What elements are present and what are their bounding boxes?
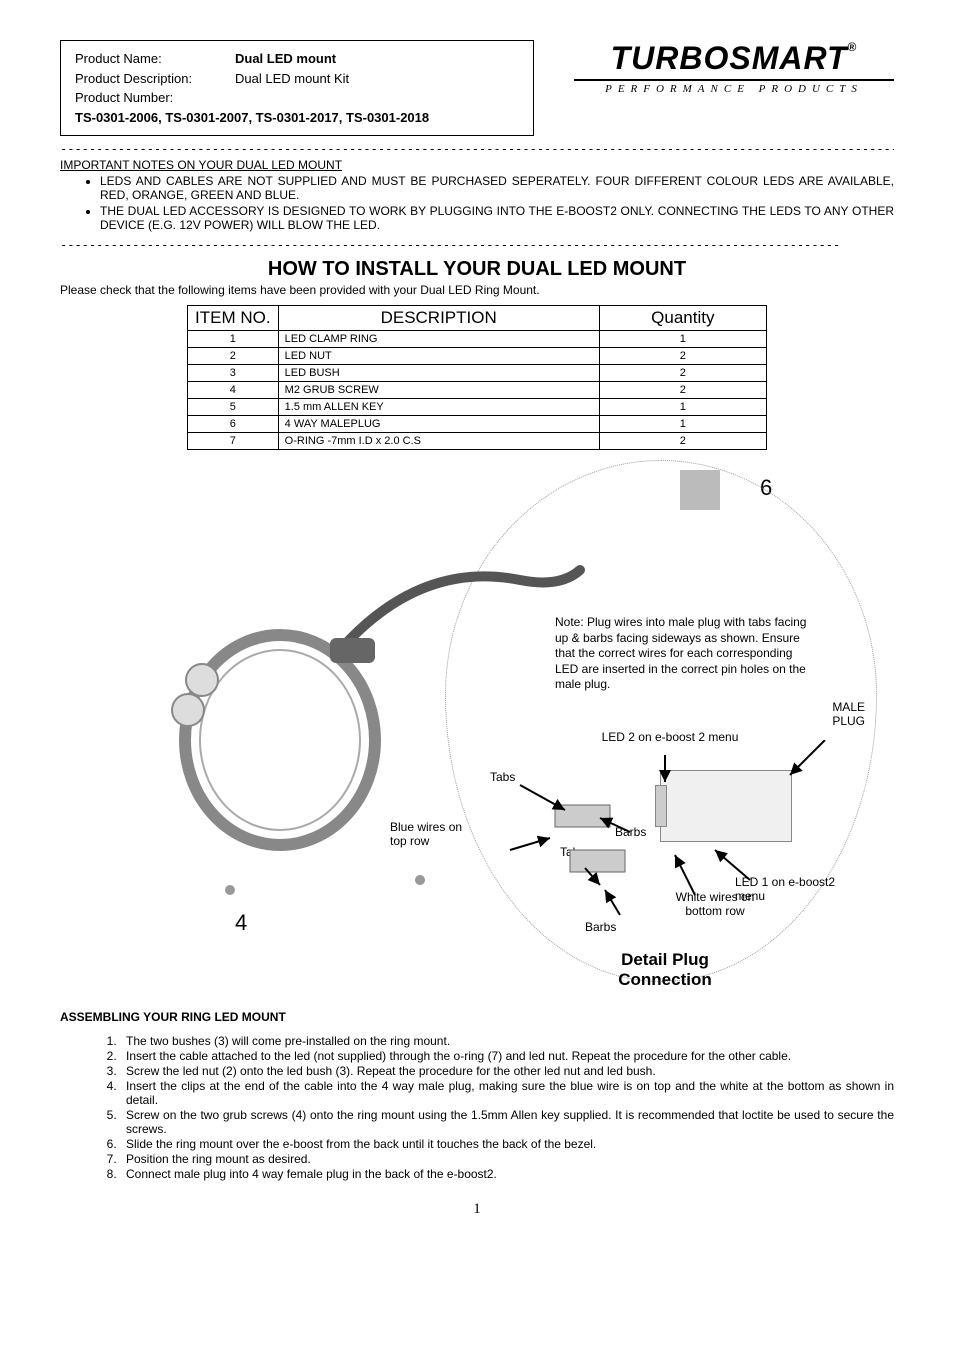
important-notes-heading: IMPORTANT NOTES ON YOUR DUAL LED MOUNT [60, 158, 894, 172]
step-item: Screw the led nut (2) onto the led bush … [120, 1064, 894, 1078]
bom-cell-qty: 2 [599, 348, 766, 365]
product-desc-label: Product Description: [75, 69, 235, 89]
step-item: Slide the ring mount over the e-boost fr… [120, 1137, 894, 1151]
label-barbs-2: Barbs [585, 920, 616, 934]
bom-cell-qty: 1 [599, 399, 766, 416]
table-row: 2LED NUT2 [188, 348, 767, 365]
bom-cell-desc: LED BUSH [278, 365, 599, 382]
note-item: THE DUAL LED ACCESSORY IS DESIGNED TO WO… [100, 204, 894, 232]
table-row: 3LED BUSH2 [188, 365, 767, 382]
bom-cell-no: 7 [188, 433, 279, 450]
important-notes-list: LEDS AND CABLES ARE NOT SUPPLIED AND MUS… [60, 174, 894, 232]
bom-cell-no: 2 [188, 348, 279, 365]
logo-brand: TURBOSMART [611, 40, 848, 76]
step-item: Screw on the two grub screws (4) onto th… [120, 1108, 894, 1136]
install-title: HOW TO INSTALL YOUR DUAL LED MOUNT [60, 258, 894, 281]
bom-cell-qty: 1 [599, 331, 766, 348]
table-row: 1LED CLAMP RING1 [188, 331, 767, 348]
logo-tagline: PERFORMANCE PRODUCTS [574, 83, 894, 95]
step-item: Position the ring mount as desired. [120, 1152, 894, 1166]
detail-plug-title: Detail Plug Connection [595, 950, 735, 990]
bom-cell-qty: 2 [599, 382, 766, 399]
bom-header-qty: Quantity [599, 306, 766, 331]
step-item: Insert the clips at the end of the cable… [120, 1079, 894, 1107]
table-row: 4M2 GRUB SCREW2 [188, 382, 767, 399]
label-male-plug: MALE PLUG [805, 700, 865, 728]
bom-cell-desc: 1.5 mm ALLEN KEY [278, 399, 599, 416]
table-row: 7O-RING -7mm I.D x 2.0 C.S2 [188, 433, 767, 450]
divider-line: ----------------------------------------… [60, 142, 894, 156]
label-blue-wires: Blue wires on top row [390, 820, 470, 848]
table-row: 51.5 mm ALLEN KEY1 [188, 399, 767, 416]
please-check-text: Please check that the following items ha… [60, 283, 894, 297]
header-row: Product Name: Dual LED mount Product Des… [60, 40, 894, 136]
bom-cell-no: 5 [188, 399, 279, 416]
product-num-label: Product Number: [75, 88, 235, 108]
product-name-value: Dual LED mount [235, 49, 336, 69]
bom-cell-desc: LED CLAMP RING [278, 331, 599, 348]
bom-cell-no: 6 [188, 416, 279, 433]
note-item: LEDS AND CABLES ARE NOT SUPPLIED AND MUS… [100, 174, 894, 202]
bom-cell-no: 3 [188, 365, 279, 382]
bom-cell-qty: 2 [599, 433, 766, 450]
bom-cell-desc: O-RING -7mm I.D x 2.0 C.S [278, 433, 599, 450]
diagram-area: 6 4 Note: Plug wires into male plug with… [60, 460, 894, 990]
product-num-value: TS-0301-2006, TS-0301-2007, TS-0301-2017… [75, 110, 429, 125]
bom-header-row: ITEM NO. DESCRIPTION Quantity [188, 306, 767, 331]
bom-cell-qty: 1 [599, 416, 766, 433]
product-name-label: Product Name: [75, 49, 235, 69]
bom-cell-no: 4 [188, 382, 279, 399]
diagram-note: Note: Plug wires into male plug with tab… [555, 615, 815, 693]
step-item: Connect male plug into 4 way female plug… [120, 1167, 894, 1181]
bom-cell-desc: LED NUT [278, 348, 599, 365]
bom-cell-no: 1 [188, 331, 279, 348]
diagram-arrows [490, 740, 840, 920]
table-row: 64 WAY MALEPLUG1 [188, 416, 767, 433]
logo-reg: ® [848, 40, 858, 54]
assembly-steps: The two bushes (3) will come pre-install… [60, 1034, 894, 1181]
assemble-title: ASSEMBLING YOUR RING LED MOUNT [60, 1010, 894, 1024]
step-item: Insert the cable attached to the led (no… [120, 1049, 894, 1063]
step-item: The two bushes (3) will come pre-install… [120, 1034, 894, 1048]
bom-header-desc: DESCRIPTION [278, 306, 599, 331]
callout-4: 4 [235, 910, 247, 936]
bom-header-item: ITEM NO. [188, 306, 279, 331]
brand-logo: TURBOSMART® PERFORMANCE PRODUCTS [574, 40, 894, 95]
page-number: 1 [60, 1201, 894, 1218]
bom-cell-desc: 4 WAY MALEPLUG [278, 416, 599, 433]
bom-cell-desc: M2 GRUB SCREW [278, 382, 599, 399]
product-desc-value: Dual LED mount Kit [235, 69, 349, 89]
bom-cell-qty: 2 [599, 365, 766, 382]
product-info-box: Product Name: Dual LED mount Product Des… [60, 40, 534, 136]
bom-table: ITEM NO. DESCRIPTION Quantity 1LED CLAMP… [187, 305, 767, 450]
divider-line: ----------------------------------------… [60, 238, 894, 252]
